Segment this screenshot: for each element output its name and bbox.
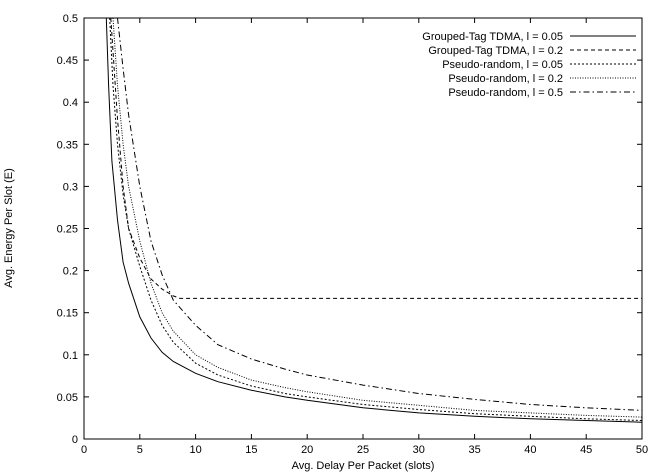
legend: Grouped-Tag TDMA, l = 0.05 Grouped-Tag TD… [422, 31, 636, 99]
x-tick-label: 50 [636, 444, 648, 456]
y-tick-label: 0.45 [57, 55, 78, 67]
y-tick-label: 0.2 [63, 266, 78, 278]
x-tick-label: 20 [301, 444, 313, 456]
series-line-3 [109, 17, 643, 421]
legend-label: Pseudo-random, l = 0.5 [448, 87, 563, 99]
axis-ticks: 0 5 10 15 20 25 30 35 40 45 50 0 0.05 0.1 0.15 0.2 0.25 0… [57, 13, 649, 456]
x-tick-label: 10 [189, 444, 201, 456]
x-axis-title: Avg. Delay Per Packet (slots) [292, 460, 435, 472]
x-tick-label: 25 [357, 444, 369, 456]
x-tick-label: 15 [245, 444, 257, 456]
x-tick-label: 5 [137, 444, 143, 456]
y-tick-label: 0.1 [63, 350, 78, 362]
series-layer [105, 17, 643, 423]
y-tick-label: 0.4 [63, 97, 78, 109]
y-tick-label: 0.15 [57, 308, 78, 320]
y-tick-label: 0.25 [57, 224, 78, 236]
y-tick-label: 0.35 [57, 139, 78, 151]
legend-label: Grouped-Tag TDMA, l = 0.05 [422, 31, 563, 43]
x-tick-label: 30 [413, 444, 425, 456]
legend-label: Pseudo-random, l = 0.2 [448, 73, 563, 85]
x-tick-label: 40 [524, 444, 536, 456]
series-line-5 [117, 17, 643, 411]
y-tick-label: 0.05 [57, 392, 78, 404]
series-line-1 [105, 17, 643, 423]
x-tick-label: 35 [468, 444, 480, 456]
series-line-2 [110, 17, 642, 299]
legend-label: Pseudo-random, l = 0.05 [442, 59, 563, 71]
y-tick-label: 0 [72, 434, 78, 446]
y-tick-label: 0.5 [63, 13, 78, 25]
legend-label: Grouped-Tag TDMA, l = 0.2 [428, 45, 563, 57]
x-tick-label: 45 [580, 444, 592, 456]
x-tick-label: 0 [81, 444, 87, 456]
y-tick-label: 0.3 [63, 181, 78, 193]
y-axis-title: Avg. Energy Per Slot (E) [3, 168, 15, 288]
